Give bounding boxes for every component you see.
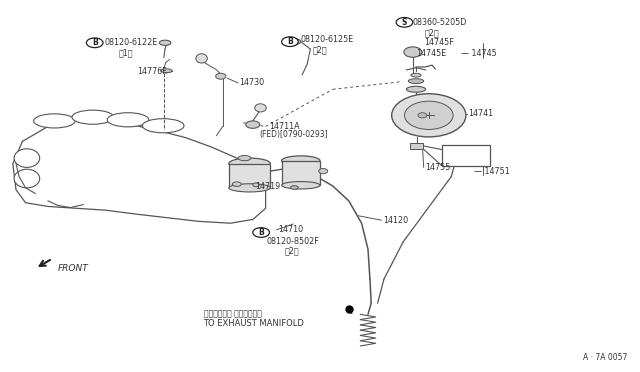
Text: FRONT: FRONT <box>58 264 88 273</box>
Ellipse shape <box>288 39 301 45</box>
Text: 14741: 14741 <box>468 109 493 118</box>
Bar <box>282 161 320 185</box>
Text: （2）: （2） <box>285 247 300 256</box>
Text: B: B <box>259 228 264 237</box>
Ellipse shape <box>142 119 184 133</box>
Text: 08120-6122E: 08120-6122E <box>104 38 157 47</box>
Ellipse shape <box>406 86 426 92</box>
Ellipse shape <box>14 169 40 188</box>
Text: 14120: 14120 <box>383 216 408 225</box>
Ellipse shape <box>107 113 149 127</box>
Text: S: S <box>402 18 407 27</box>
Bar <box>410 143 423 149</box>
Ellipse shape <box>232 182 241 186</box>
Ellipse shape <box>161 69 172 73</box>
Ellipse shape <box>159 40 171 45</box>
Bar <box>229 164 270 188</box>
Text: （1）: （1） <box>118 49 133 58</box>
Circle shape <box>404 101 453 129</box>
Text: （2）: （2） <box>424 28 439 37</box>
Ellipse shape <box>411 73 421 77</box>
Ellipse shape <box>253 183 259 187</box>
Circle shape <box>396 17 413 27</box>
Ellipse shape <box>14 149 40 167</box>
Text: 14745F: 14745F <box>424 38 454 47</box>
Text: 14719: 14719 <box>255 182 280 190</box>
Ellipse shape <box>418 113 427 118</box>
Text: 14711A: 14711A <box>269 122 300 131</box>
Text: — 14745: — 14745 <box>461 49 497 58</box>
Ellipse shape <box>196 54 207 63</box>
Text: B: B <box>287 37 292 46</box>
Text: — 14751: — 14751 <box>474 167 509 176</box>
Text: （2）: （2） <box>312 46 327 55</box>
Text: B: B <box>92 38 97 47</box>
Ellipse shape <box>238 155 251 161</box>
Bar <box>442 145 490 166</box>
Text: 08120-8502F: 08120-8502F <box>266 237 319 246</box>
Circle shape <box>404 47 422 57</box>
Text: 08360-5205D: 08360-5205D <box>412 18 467 27</box>
Text: (FED)[0790-0293]: (FED)[0790-0293] <box>259 130 328 139</box>
Ellipse shape <box>229 158 271 169</box>
Text: TO EXHAUST MANIFOLD: TO EXHAUST MANIFOLD <box>204 319 305 328</box>
Ellipse shape <box>408 79 424 84</box>
Ellipse shape <box>229 184 271 192</box>
Text: 14710: 14710 <box>278 225 303 234</box>
Ellipse shape <box>216 73 226 79</box>
Ellipse shape <box>246 121 260 128</box>
Text: エキゾースト マニホールヘ: エキゾースト マニホールヘ <box>204 310 261 319</box>
Text: A · 7A 0057: A · 7A 0057 <box>583 353 627 362</box>
Ellipse shape <box>291 186 298 189</box>
Circle shape <box>253 228 269 237</box>
Circle shape <box>392 94 466 137</box>
Ellipse shape <box>282 156 320 166</box>
Ellipse shape <box>72 110 114 124</box>
Text: 14776F: 14776F <box>138 67 167 76</box>
Circle shape <box>86 38 103 48</box>
Ellipse shape <box>282 182 320 189</box>
Ellipse shape <box>319 169 328 174</box>
Text: 14755: 14755 <box>426 163 451 172</box>
Circle shape <box>282 37 298 46</box>
Text: 08120-6125E: 08120-6125E <box>301 35 354 44</box>
Text: 14730: 14730 <box>239 78 264 87</box>
Ellipse shape <box>34 114 76 128</box>
Text: 14745E: 14745E <box>416 49 446 58</box>
Ellipse shape <box>255 104 266 112</box>
